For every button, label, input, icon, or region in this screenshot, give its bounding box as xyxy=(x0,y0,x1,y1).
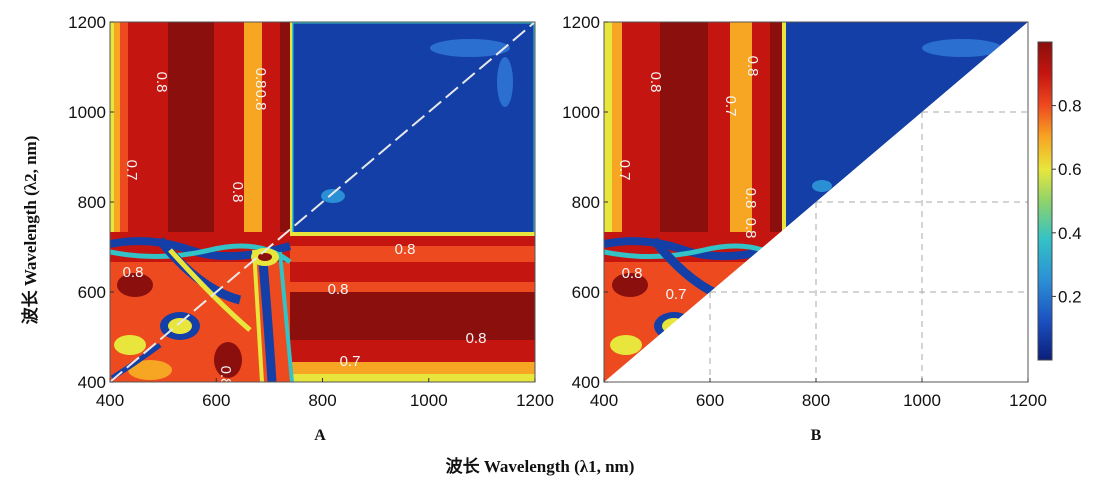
x-tick-label: 600 xyxy=(202,391,230,410)
contour-label: 0.8 xyxy=(217,366,234,387)
x-tick-label: 400 xyxy=(96,391,124,410)
contour-label: 0.8 xyxy=(742,218,759,239)
colorbar-tick-label: 0.2 xyxy=(1058,287,1082,306)
x-tick-label: 1000 xyxy=(903,391,941,410)
y-tick-label: 1000 xyxy=(562,103,600,122)
y-tick-label: 400 xyxy=(78,373,106,392)
contour-label: 0.8 xyxy=(123,264,144,281)
y-tick-label: 1200 xyxy=(68,13,106,32)
contour-label: 0.8 xyxy=(647,72,664,93)
contour-label: 0.8 xyxy=(229,182,246,203)
y-tick-label: 400 xyxy=(572,373,600,392)
heatmap-panel-a: 0.8 0.8 0.7 0.8 0.8 0.8 0.8 0.8 0.7 0.8 … xyxy=(110,22,535,387)
x-tick-label: 800 xyxy=(308,391,336,410)
y-tick-label: 1200 xyxy=(562,13,600,32)
contour-label: 0.7 xyxy=(616,160,633,181)
x-tick-label: 600 xyxy=(696,391,724,410)
contour-label: 0.8 xyxy=(252,68,269,89)
y-tick-label: 800 xyxy=(78,193,106,212)
x-tick-label: 1200 xyxy=(516,391,554,410)
contour-label: 0.8 xyxy=(744,56,761,77)
y-tick-label: 600 xyxy=(78,283,106,302)
x-axis-title: 波长 Wavelength (λ1, nm) xyxy=(446,456,635,476)
y-tick-label: 1000 xyxy=(68,103,106,122)
contour-label: 0.7 xyxy=(722,96,739,117)
contour-label: 0.8 xyxy=(466,330,487,347)
panel-b-grid xyxy=(709,111,1028,382)
colorbar-tick-label: 0.4 xyxy=(1058,224,1082,243)
y-axis-title: 波长 Wavelength (λ2, nm) xyxy=(20,136,40,325)
colorbar-tick-label: 0.6 xyxy=(1058,160,1082,179)
x-tick-label: 1000 xyxy=(410,391,448,410)
y-tick-label: 800 xyxy=(572,193,600,212)
panel-label-b: B xyxy=(811,427,822,444)
panel-label-a: A xyxy=(314,427,326,444)
x-tick-label: 800 xyxy=(802,391,830,410)
contour-label: 0.8 xyxy=(153,72,170,93)
colorbar-tick-label: 0.8 xyxy=(1058,97,1082,116)
contour-label: 0.8 xyxy=(252,90,269,111)
colorbar xyxy=(1037,41,1053,361)
contour-label: 0.8 xyxy=(742,188,759,209)
x-tick-label: 1200 xyxy=(1009,391,1047,410)
contour-label: 0.8 xyxy=(328,281,349,298)
contour-label: 0.7 xyxy=(340,353,361,370)
x-tick-label: 400 xyxy=(590,391,618,410)
heatmap-panel-b: 0.8 0.8 0.7 0.7 0.8 0.8 0.8 0.7 xyxy=(604,22,1028,382)
axes-panel-a: 400 600 800 1000 1200 400 600 800 1000 1200 xyxy=(68,13,554,410)
y-tick-label: 600 xyxy=(572,283,600,302)
contour-label: 0.8 xyxy=(395,241,416,258)
colorbar-ticks: 0.2 0.4 0.6 0.8 xyxy=(1052,97,1082,306)
contour-label: 0.7 xyxy=(123,160,140,181)
contour-label: 0.8 xyxy=(622,265,643,282)
contour-label: 0.7 xyxy=(666,286,687,303)
axes-panel-b: 400 600 800 1000 1200 400 600 800 1000 1200 xyxy=(562,13,1047,410)
